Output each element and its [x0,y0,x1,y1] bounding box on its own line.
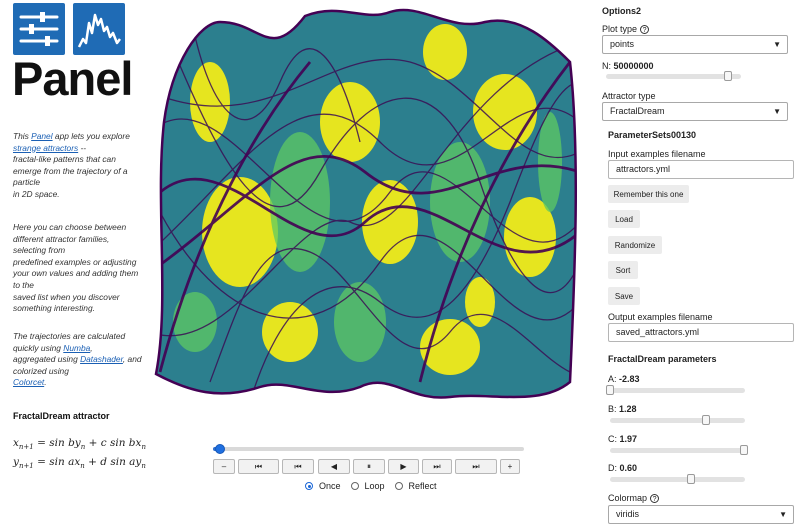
player-pause-button[interactable]: ⏸ [353,459,385,474]
loop-reflect-radio[interactable] [394,482,403,490]
parameter-sets-title: ParameterSets00130 [608,130,697,140]
intro-paragraph-2: Here you can choose between different at… [13,222,139,314]
strange-attractors-link[interactable]: strange attractors [13,142,79,153]
colormap-label: Colormap? [608,493,660,504]
save-button[interactable]: Save [608,287,640,305]
loop-reflect-label: Reflect [408,481,437,491]
param-b-thumb[interactable] [701,415,710,425]
load-button[interactable]: Load [608,210,640,228]
chevron-down-icon: ▼ [773,40,781,49]
param-c-thumb[interactable] [739,445,748,455]
skip-first-icon: ⏮ [254,461,263,471]
sort-button[interactable]: Sort [608,261,638,279]
colorcet-link[interactable]: Colorcet [13,377,45,388]
chevron-down-icon: ▼ [773,107,781,116]
param-d-thumb[interactable] [687,474,695,484]
plot-type-label: Plot type? [602,24,650,35]
input-examples-label: Input examples filename [608,149,706,159]
help-icon[interactable]: ? [640,25,650,35]
player-step-forward-button[interactable]: ⏭ [422,459,452,474]
player-step-back-button[interactable]: ⏮ [282,459,314,474]
param-a-thumb[interactable] [606,385,614,395]
panel-logo-sliders-icon [13,3,65,55]
colormap-select[interactable]: viridis ▼ [608,505,794,524]
params-title: FractalDream parameters [608,354,717,364]
player-frame-thumb[interactable] [215,444,226,454]
datashader-link[interactable]: Datashader [80,354,123,365]
randomize-button[interactable]: Randomize [608,236,662,254]
options-title: Options2 [602,6,642,16]
output-examples-field[interactable]: saved_attractors.yml [608,323,794,342]
help-icon[interactable]: ? [650,494,660,504]
plot-type-select[interactable]: points ▼ [602,35,788,54]
player-reverse-button[interactable]: ◀ [318,459,350,474]
equation-title: FractalDream attractor [13,411,110,421]
n-slider-thumb[interactable] [723,71,732,81]
param-b-label: B: 1.28 [608,404,637,414]
remember-button[interactable]: Remember this one [608,185,689,203]
player-first-button[interactable]: ⏮ [238,459,279,474]
panel-link[interactable]: Panel [31,131,53,141]
player-last-button[interactable]: ⏭ [455,459,497,474]
param-c-slider[interactable] [610,448,745,453]
attractor-type-select[interactable]: FractalDream ▼ [602,102,788,121]
attractor-plot[interactable] [150,2,580,412]
n-slider[interactable] [606,74,741,79]
player-play-button[interactable]: ▶ [388,459,419,474]
step-forward-icon: ⏭ [433,461,441,471]
param-a-slider[interactable] [610,388,745,393]
play-icon: ▶ [400,462,407,471]
param-c-label: C: 1.97 [608,434,638,444]
param-a-label: A: -2.83 [608,374,640,384]
output-examples-label: Output examples filename [608,312,713,322]
skip-last-icon: ⏭ [472,461,480,471]
pause-icon: ⏸ [367,461,371,471]
numba-link[interactable]: Numba [63,342,91,353]
param-d-slider[interactable] [610,477,745,482]
player-slower-button[interactable]: – [213,459,235,474]
param-d-label: D: 0.60 [608,463,638,473]
equation-y: yn+1 = sin axn + d sin ayn [13,456,146,471]
loop-once-radio[interactable] [305,482,313,490]
loop-once-label: Once [319,481,341,491]
n-label: N: 50000000 [602,61,654,71]
step-back-icon: ⏮ [294,461,302,471]
input-examples-field[interactable]: attractors.yml [608,160,794,179]
panel-logo-chart-icon [73,3,125,55]
loop-loop-radio[interactable] [350,482,359,490]
intro-paragraph-1: This Panel app lets you explore strange … [13,131,130,199]
loop-policy-group: Once Loop Reflect [305,481,447,491]
reverse-icon: ◀ [330,462,338,471]
equation-x: xn+1 = sin byn + c sin bxn [13,437,146,452]
panel-wordmark: Panel [12,52,133,105]
player-frame-slider[interactable] [213,447,524,451]
param-b-slider[interactable] [610,418,745,423]
chevron-down-icon: ▼ [779,510,787,519]
loop-loop-label: Loop [364,481,385,491]
player-faster-button[interactable]: + [500,459,520,474]
attractor-type-label: Attractor type [602,91,656,101]
intro-paragraph-3: The trajectories are calculated quickly … [13,331,142,388]
